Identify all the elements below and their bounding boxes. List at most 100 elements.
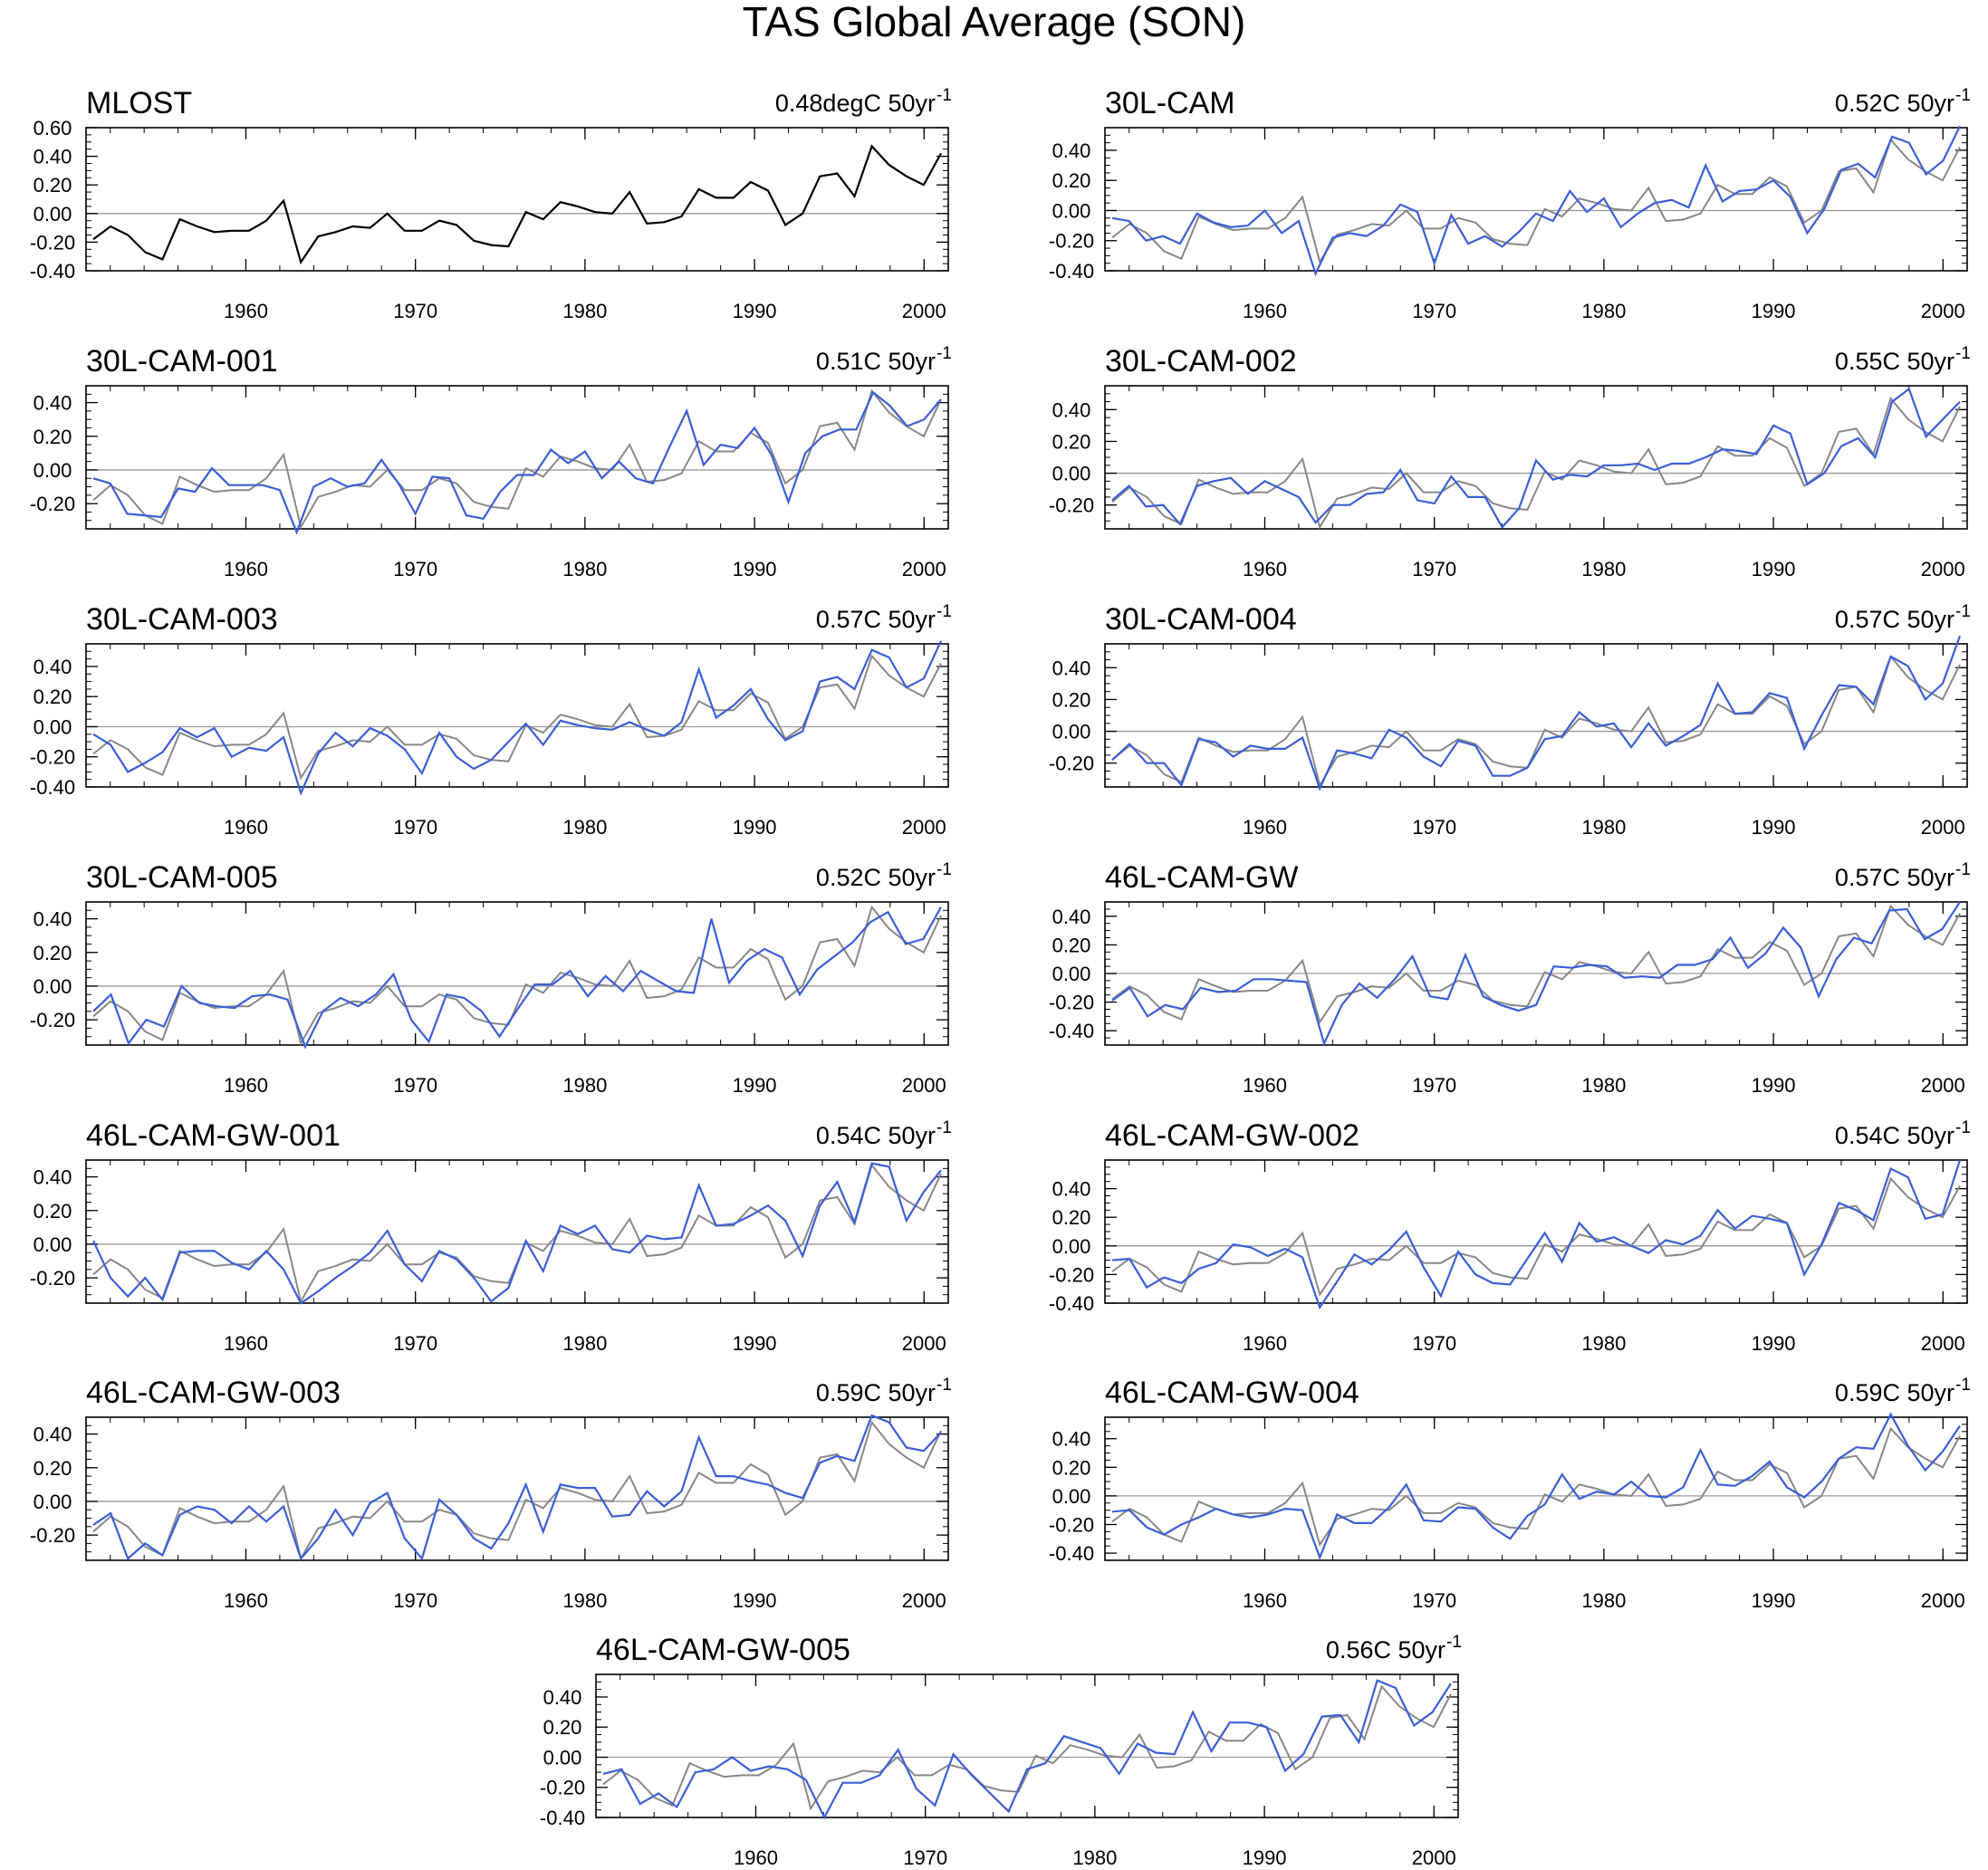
panel-30l-cam: 30L-CAM 0.52C 50yr -1 -0.40 -0.20 0.00 0.20 0.4…	[1049, 86, 1971, 322]
observed-series-line	[92, 1420, 942, 1561]
x-tick-label: 2000	[1921, 558, 1965, 580]
y-tick-label: 0.40	[1052, 139, 1091, 162]
x-tick-label: 1970	[1412, 1074, 1456, 1097]
x-tick-label: 1960	[224, 1332, 268, 1355]
plot-frame	[85, 1416, 949, 1561]
x-tick-label: 1970	[393, 1074, 437, 1097]
x-tick-label: 2000	[1921, 1074, 1965, 1097]
x-tick-label: 1960	[224, 300, 268, 322]
y-tick-label: 0.00	[1052, 1485, 1091, 1508]
y-tick-label: -0.40	[1049, 1542, 1094, 1565]
panel-title: 46L-CAM-GW	[1105, 860, 1298, 895]
x-tick-label: 1990	[1752, 558, 1796, 580]
x-tick-label: 2000	[1921, 1589, 1965, 1612]
y-tick-label: -0.40	[540, 1807, 585, 1829]
panel-title: 46L-CAM-GW-005	[596, 1633, 850, 1667]
y-tick-label: 0.00	[1052, 1235, 1091, 1258]
y-tick-label: -0.40	[1049, 1292, 1094, 1315]
trend-label: 0.54C 50yr	[816, 1122, 936, 1149]
y-tick-label: 0.00	[34, 203, 72, 225]
x-tick-label: 1970	[393, 300, 437, 322]
x-tick-label: 1980	[562, 300, 607, 322]
y-tick-label: -0.40	[30, 776, 75, 799]
model-series-line	[1111, 1412, 1961, 1560]
trend-label: 0.59C 50yr	[816, 1379, 936, 1406]
x-tick-label: 1990	[733, 816, 777, 839]
x-tick-label: 2000	[902, 558, 946, 580]
panel-title: 46L-CAM-GW-004	[1105, 1376, 1359, 1410]
observed-series-line	[1111, 138, 1961, 264]
y-tick-label: 0.20	[1052, 688, 1091, 711]
y-tick-label: 0.20	[34, 686, 72, 708]
x-tick-label: 1970	[393, 1332, 437, 1355]
x-tick-label: 1960	[224, 558, 268, 580]
model-series-line	[92, 390, 942, 535]
observed-series-line	[1111, 654, 1961, 788]
x-tick-label: 1970	[393, 816, 437, 839]
panel-title: 30L-CAM-004	[1105, 602, 1297, 637]
x-tick-label: 2000	[1921, 816, 1965, 839]
panel-46l-cam-gw-002: 46L-CAM-GW-002 0.54C 50yr -1 -0.40 -0.20 0.00…	[1049, 1118, 1971, 1355]
y-tick-label: 0.20	[1052, 430, 1091, 453]
y-tick-label: 0.20	[1052, 934, 1091, 956]
trend-exponent: -1	[1955, 1118, 1971, 1137]
y-tick-label: 0.40	[34, 146, 72, 168]
y-tick-label: 0.00	[1052, 463, 1091, 485]
y-tick-label: 0.20	[34, 174, 72, 197]
y-tick-label: 0.20	[34, 426, 72, 448]
x-tick-label: 2000	[902, 1074, 946, 1097]
y-tick-label: 0.00	[34, 459, 72, 482]
panel-46l-cam-gw-001: 46L-CAM-GW-001 0.54C 50yr -1 -0.20 0.00 0.20 0…	[30, 1118, 952, 1355]
y-tick-label: 0.40	[34, 392, 72, 415]
x-tick-label: 2000	[1921, 300, 1965, 322]
y-tick-label: 0.20	[34, 1200, 72, 1223]
y-tick-label: -0.20	[30, 1267, 75, 1290]
panel-title: 30L-CAM-003	[86, 602, 278, 637]
x-tick-label: 1960	[1243, 1074, 1287, 1097]
y-tick-label: 0.20	[1052, 1206, 1091, 1229]
y-tick-label: -0.20	[1049, 1514, 1094, 1537]
plot-frame	[1104, 385, 1968, 530]
trend-label: 0.48degC 50yr	[775, 90, 936, 117]
x-tick-label: 1980	[1581, 558, 1626, 580]
y-tick-label: -0.20	[30, 746, 75, 769]
panel-mlost: MLOST 0.48degC 50yr -1 -0.40 -0.20 0.00 0.20 0.…	[30, 86, 952, 322]
y-tick-label: 0.40	[34, 908, 72, 931]
x-tick-label: 1960	[224, 1074, 268, 1097]
x-tick-label: 2000	[902, 1332, 946, 1355]
y-tick-label: 0.40	[1052, 1428, 1091, 1451]
x-tick-label: 1980	[1581, 1589, 1626, 1612]
x-tick-label: 1970	[1412, 300, 1456, 322]
observed-series-line	[602, 1684, 1452, 1811]
plot-frame	[85, 385, 949, 530]
panel-title: 30L-CAM-001	[86, 344, 278, 379]
y-tick-label: -0.20	[30, 231, 75, 254]
x-tick-label: 2000	[1921, 1332, 1965, 1355]
y-tick-label: 0.60	[34, 117, 72, 139]
x-tick-label: 2000	[902, 1589, 946, 1612]
panel-30l-cam-004: 30L-CAM-004 0.57C 50yr -1 -0.20 0.00 0.20 0.40…	[1049, 602, 1971, 839]
x-tick-label: 1990	[1752, 816, 1796, 839]
plot-frame	[85, 901, 949, 1046]
trend-exponent: -1	[1955, 1376, 1971, 1395]
trend-exponent: -1	[936, 86, 952, 105]
x-tick-label: 1990	[1752, 1589, 1796, 1612]
x-tick-label: 1960	[1243, 1332, 1287, 1355]
y-tick-label: -0.20	[30, 1524, 75, 1547]
x-tick-label: 1960	[1243, 816, 1287, 839]
y-tick-label: 0.40	[34, 1166, 72, 1189]
model-series-line	[602, 1679, 1452, 1820]
y-tick-label: -0.20	[1049, 992, 1094, 1014]
panel-30l-cam-003: 30L-CAM-003 0.57C 50yr -1 -0.40 -0.20 0.00 0.2…	[30, 602, 952, 839]
y-tick-label: 0.20	[1052, 169, 1091, 192]
y-tick-label: 0.40	[1052, 657, 1091, 679]
x-tick-label: 1980	[1581, 816, 1626, 839]
y-tick-label: -0.20	[1049, 753, 1094, 775]
x-tick-label: 1980	[1581, 1332, 1626, 1355]
plot-frame	[1104, 1159, 1968, 1304]
panel-46l-cam-gw-005: 46L-CAM-GW-005 0.56C 50yr -1 -0.40 -0.20 0.00…	[540, 1633, 1462, 1869]
y-tick-label: 0.20	[34, 942, 72, 964]
y-tick-label: -0.20	[30, 493, 75, 515]
panel-46l-cam-gw-003: 46L-CAM-GW-003 0.59C 50yr -1 -0.20 0.00 0.20 0…	[30, 1376, 952, 1612]
